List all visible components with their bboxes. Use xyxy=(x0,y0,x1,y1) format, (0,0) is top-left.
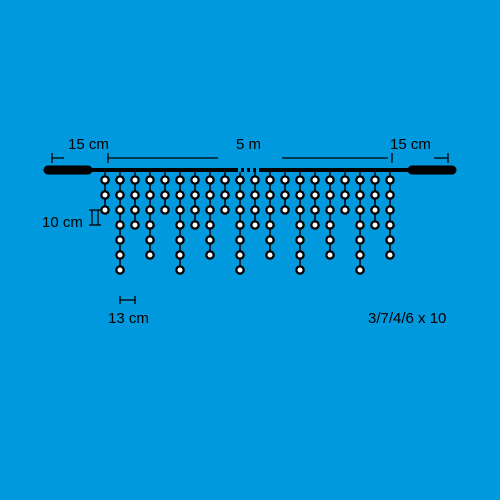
label-right-15cm: 15 cm xyxy=(390,136,431,153)
icicle-light-diagram xyxy=(0,0,500,500)
label-thirteen-cm: 13 cm xyxy=(108,310,149,327)
label-pattern: 3/7/4/6 x 10 xyxy=(368,310,446,327)
label-left-15cm: 15 cm xyxy=(68,136,109,153)
label-five-m: 5 m xyxy=(236,136,261,153)
label-ten-cm: 10 cm xyxy=(42,214,83,231)
